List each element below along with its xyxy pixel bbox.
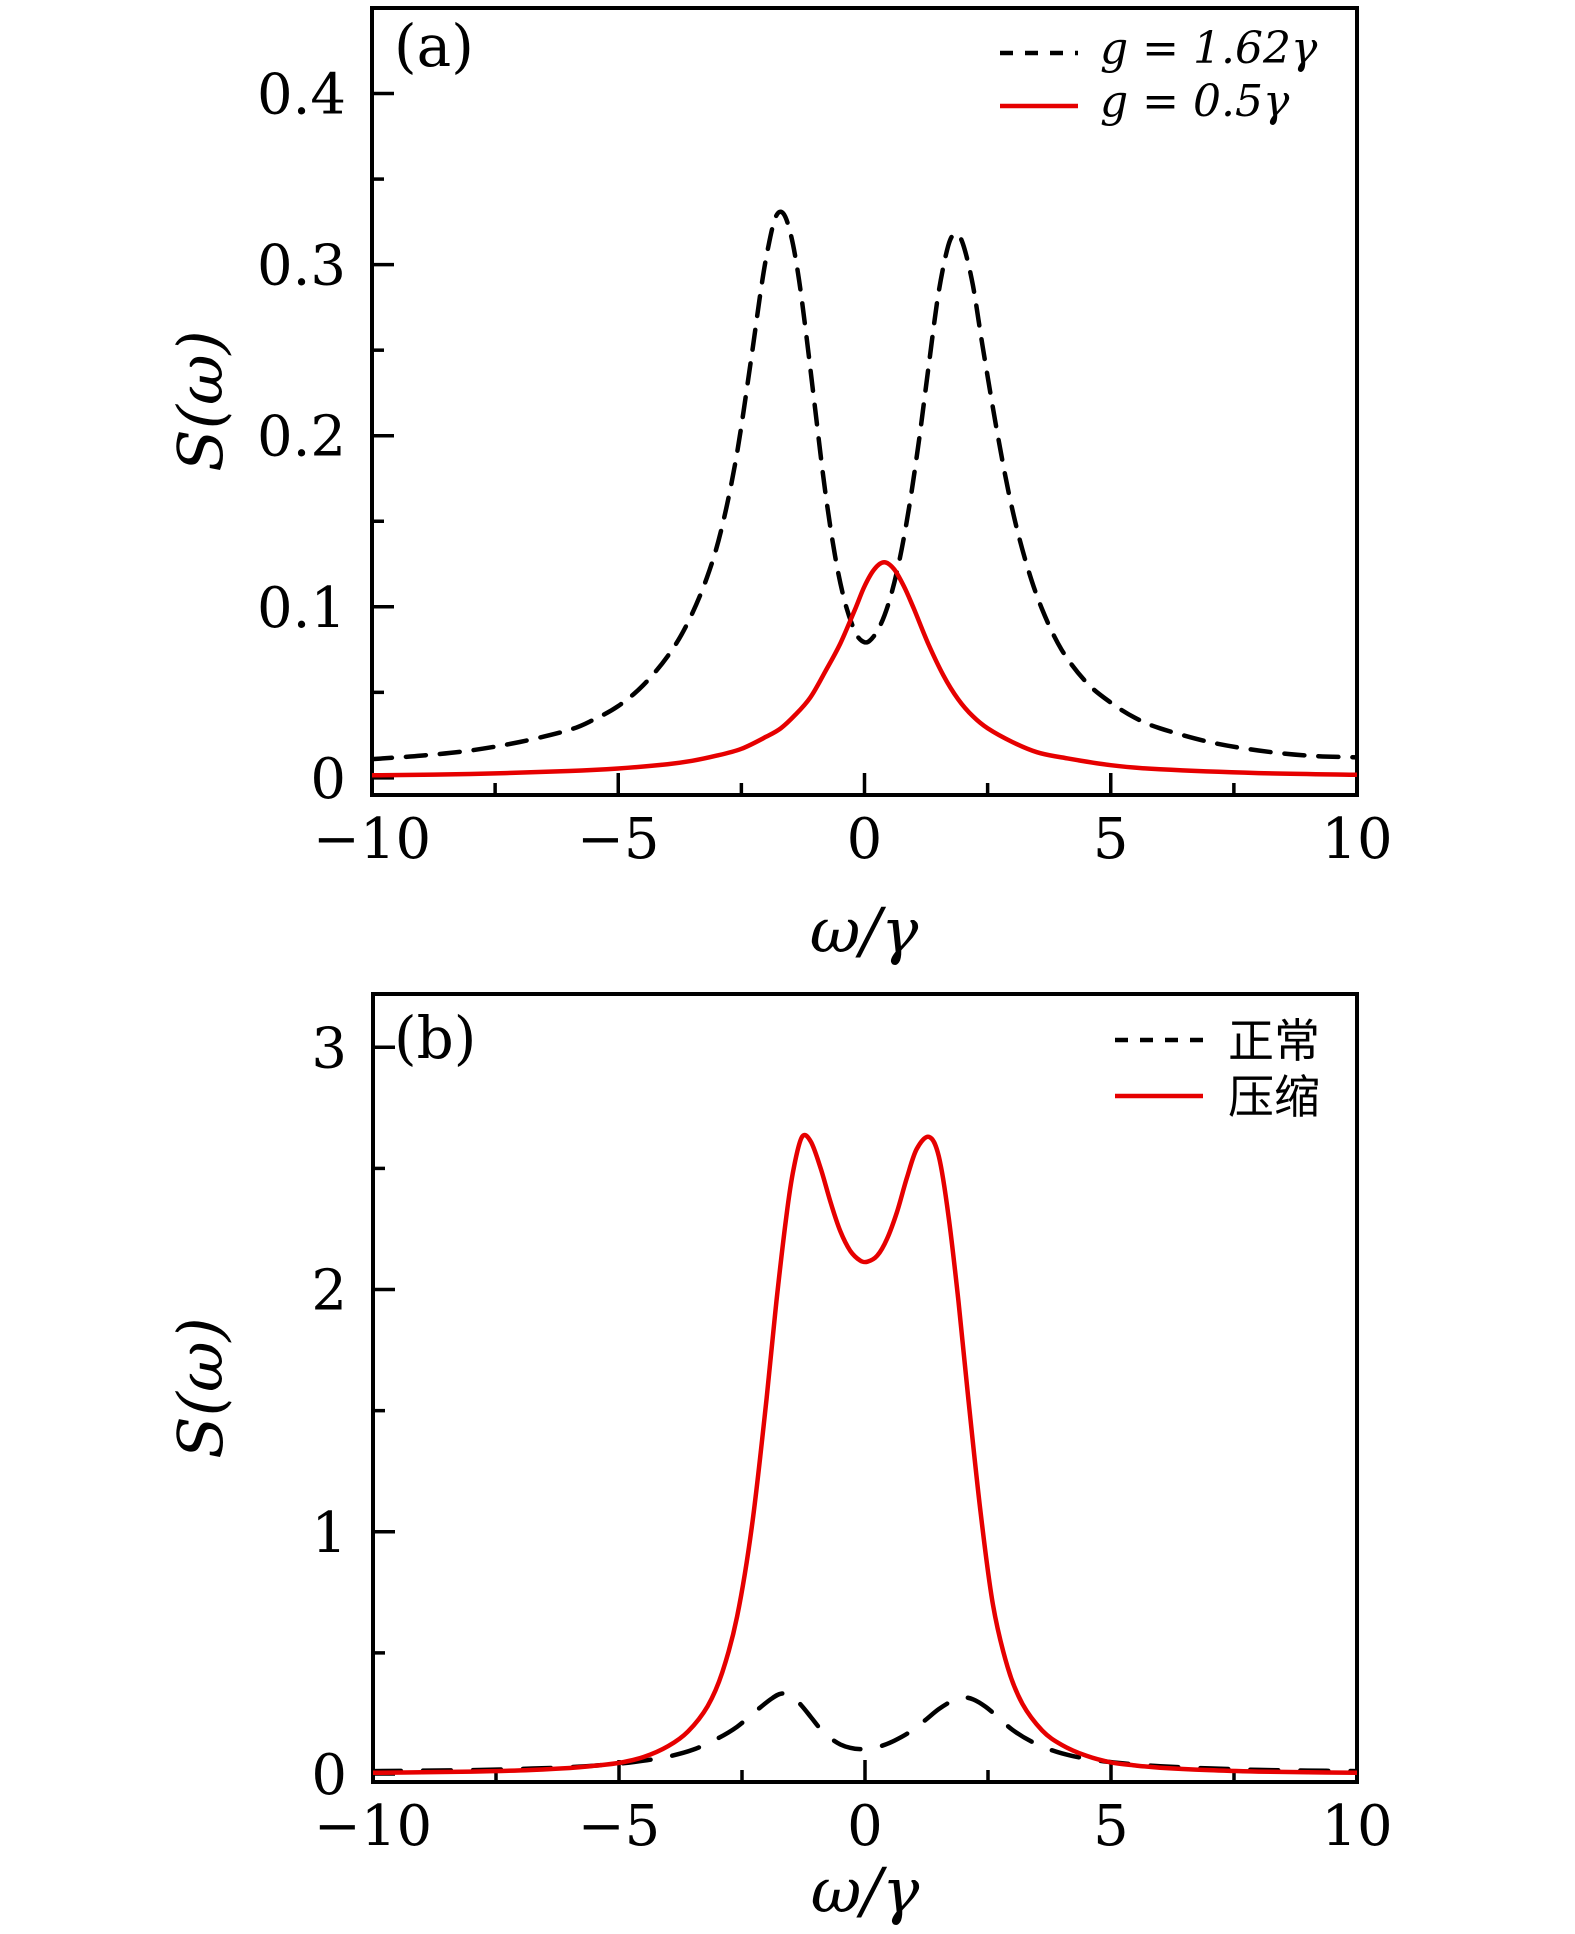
x-tick-label: 0 bbox=[847, 807, 883, 872]
y-tick-label: 2 bbox=[311, 1259, 347, 1324]
x-tick-label: 10 bbox=[1321, 1794, 1392, 1859]
y-tick-label: 0 bbox=[310, 747, 346, 812]
x-axis-label: ω/γ bbox=[810, 894, 919, 967]
x-axis-label: ω/γ bbox=[811, 1854, 920, 1927]
axes-frame bbox=[371, 992, 1359, 1784]
y-tick-label: 1 bbox=[311, 1501, 347, 1566]
x-tick-label: −5 bbox=[577, 807, 660, 872]
panel-tag: (b) bbox=[394, 1004, 476, 1072]
x-tick-label: −10 bbox=[313, 807, 431, 872]
y-tick-label: 3 bbox=[311, 1016, 347, 1081]
x-tick-label: −5 bbox=[578, 1794, 661, 1859]
y-tick-label: 0.2 bbox=[257, 405, 346, 470]
y-axis-label: S(ω) bbox=[164, 330, 237, 471]
x-tick-label: 0 bbox=[847, 1794, 883, 1859]
legend-label-0: 正常 bbox=[1228, 1014, 1320, 1068]
x-tick-label: 5 bbox=[1093, 1794, 1129, 1859]
legend-label-1: g = 0.5γ bbox=[1100, 76, 1290, 127]
x-tick-label: 10 bbox=[1321, 807, 1392, 872]
panel-tag: (a) bbox=[394, 12, 474, 80]
series-curve-1 bbox=[373, 1132, 1357, 1776]
series-curve-0 bbox=[372, 209, 1357, 762]
series-curve-0 bbox=[373, 1691, 1357, 1774]
y-axis-label: S(ω) bbox=[164, 1317, 237, 1458]
panel-a: −10 −5 0 5 10 0 0.1 0.2 0.3 0.4 ω/γ S(ω) (a) g = 1.62… bbox=[164, 6, 1393, 967]
x-tick-label: −10 bbox=[314, 1794, 432, 1859]
y-tick-label: 0.1 bbox=[257, 576, 346, 641]
y-tick-label: 0.3 bbox=[257, 234, 346, 299]
legend-label-1: 压缩 bbox=[1228, 1070, 1320, 1124]
y-tick-label: 0.4 bbox=[257, 63, 346, 128]
x-tick-label: 5 bbox=[1093, 807, 1129, 872]
legend-label-0: g = 1.62γ bbox=[1100, 23, 1318, 74]
y-tick-label: 0 bbox=[311, 1743, 347, 1808]
series-curve-1 bbox=[372, 560, 1357, 778]
